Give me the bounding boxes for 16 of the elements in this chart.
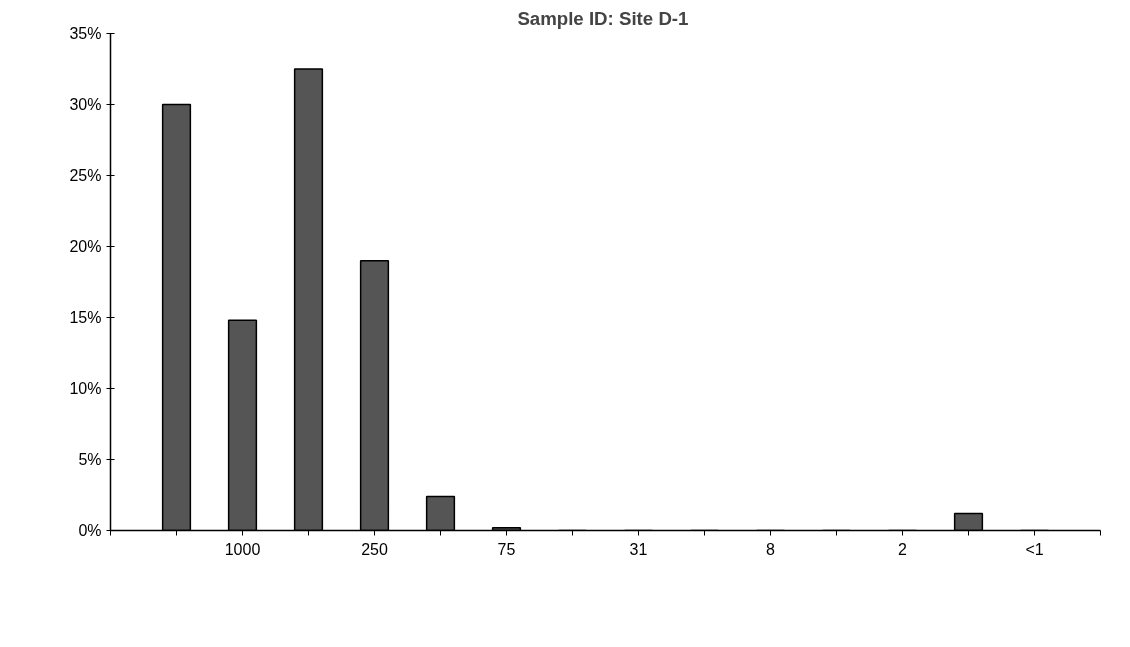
y-tick-label: 0% bbox=[78, 522, 102, 539]
y-tick-label: 5% bbox=[78, 451, 102, 468]
x-tick-label: 31 bbox=[629, 540, 648, 558]
x-tick-label: 75 bbox=[497, 540, 516, 558]
y-tick-label: 30% bbox=[69, 96, 102, 113]
y-tick-label: 10% bbox=[69, 380, 102, 397]
y-tick-label: 20% bbox=[69, 238, 102, 255]
chart-title: Sample ID: Site D-1 bbox=[517, 7, 689, 29]
y-tick-label: 25% bbox=[69, 167, 102, 184]
x-tick-label: 2 bbox=[898, 540, 908, 558]
x-tick-label: 250 bbox=[361, 540, 388, 558]
y-tick-label: 35% bbox=[69, 25, 102, 42]
x-tick-label: 1000 bbox=[224, 540, 261, 558]
x-tick-label: 8 bbox=[766, 540, 776, 558]
x-tick-label: <1 bbox=[1025, 540, 1044, 558]
y-tick-label: 15% bbox=[69, 309, 102, 326]
